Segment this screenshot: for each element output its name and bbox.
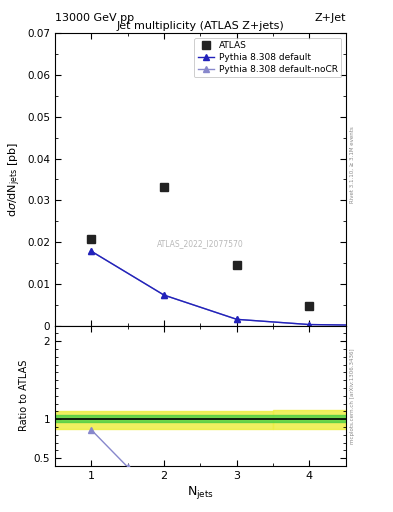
- Y-axis label: d$\sigma$/dN$_{\mathsf{jets}}$ [pb]: d$\sigma$/dN$_{\mathsf{jets}}$ [pb]: [7, 142, 23, 217]
- Pythia 8.308 default: [380, 323, 384, 329]
- Line: Pythia 8.308 default: Pythia 8.308 default: [88, 248, 385, 329]
- Pythia 8.308 default: [307, 322, 312, 328]
- Pythia 8.308 default-noCR: [380, 323, 384, 329]
- Line: Pythia 8.308 default-noCR: Pythia 8.308 default-noCR: [88, 248, 385, 329]
- Pythia 8.308 default: [89, 248, 94, 254]
- Y-axis label: Ratio to ATLAS: Ratio to ATLAS: [20, 360, 29, 432]
- Text: 13000 GeV pp: 13000 GeV pp: [55, 13, 134, 23]
- Bar: [55, 415, 346, 422]
- Pythia 8.308 default-noCR: [307, 322, 312, 328]
- Text: Rivet 3.1.10, ≥ 3.1M events: Rivet 3.1.10, ≥ 3.1M events: [350, 126, 355, 203]
- Pythia 8.308 default: [162, 292, 167, 298]
- ATLAS: [235, 262, 239, 268]
- Legend: ATLAS, Pythia 8.308 default, Pythia 8.308 default-noCR: ATLAS, Pythia 8.308 default, Pythia 8.30…: [195, 38, 342, 77]
- ATLAS: [162, 183, 167, 189]
- Title: Jet multiplicity (ATLAS Z+jets): Jet multiplicity (ATLAS Z+jets): [117, 21, 284, 31]
- Pythia 8.308 default-noCR: [162, 292, 167, 298]
- Line: ATLAS: ATLAS: [88, 183, 313, 310]
- Pythia 8.308 default: [235, 316, 239, 323]
- ATLAS: [307, 303, 312, 309]
- Pythia 8.308 default-noCR: [235, 316, 239, 323]
- Text: ATLAS_2022_I2077570: ATLAS_2022_I2077570: [157, 239, 244, 248]
- Text: Z+Jet: Z+Jet: [314, 13, 346, 23]
- X-axis label: N$_{\mathsf{jets}}$: N$_{\mathsf{jets}}$: [187, 483, 214, 501]
- Bar: [55, 411, 273, 429]
- Bar: [273, 410, 346, 429]
- Text: mcplots.cern.ch [arXiv:1306.3436]: mcplots.cern.ch [arXiv:1306.3436]: [350, 348, 355, 443]
- ATLAS: [89, 236, 94, 242]
- Pythia 8.308 default-noCR: [89, 248, 94, 254]
